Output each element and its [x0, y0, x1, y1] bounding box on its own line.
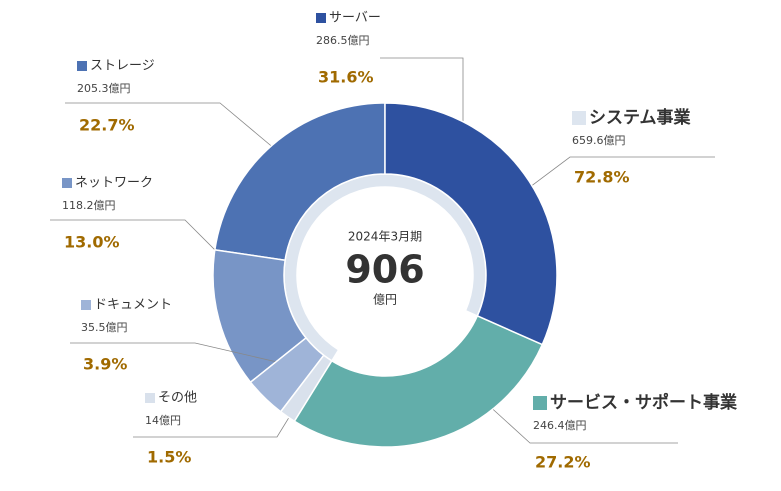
- segment-percent: 13.0%: [64, 233, 120, 252]
- leader-line: [70, 342, 291, 366]
- donut-segment: [384, 102, 558, 346]
- segment-percent: 27.2%: [535, 453, 591, 472]
- group-percent: 72.8%: [574, 168, 630, 187]
- segment-name: ドキュメント: [94, 298, 172, 313]
- group-name: システム事業: [589, 107, 691, 128]
- segment-value: 246.4億円: [533, 419, 587, 432]
- segment-name: サーバー: [329, 11, 381, 26]
- legend-swatch: [533, 396, 547, 410]
- legend-swatch: [572, 111, 586, 125]
- center-value: 906: [345, 248, 424, 292]
- donut-segment: [212, 248, 308, 384]
- donut-segment: [249, 336, 325, 413]
- segment-value: 118.2億円: [62, 199, 116, 212]
- donut-segment: [279, 354, 333, 423]
- center-label: 2024年3月期: [348, 230, 422, 244]
- segment-percent: 1.5%: [147, 448, 191, 467]
- segment-name: その他: [158, 391, 197, 406]
- legend-swatch: [77, 61, 87, 71]
- legend-swatch: [145, 393, 155, 403]
- donut-segment: [213, 102, 386, 262]
- segment-value: 205.3億円: [77, 82, 131, 95]
- segment-name: サービス・サポート事業: [550, 392, 737, 413]
- segment-value: 286.5億円: [316, 34, 370, 47]
- segment-percent: 3.9%: [83, 355, 127, 374]
- segment-name: ネットワーク: [75, 176, 153, 191]
- legend-swatch: [316, 13, 326, 23]
- center-unit: 億円: [373, 293, 397, 307]
- segment-value: 35.5億円: [81, 321, 128, 334]
- legend-swatch: [81, 300, 91, 310]
- group-value: 659.6億円: [572, 134, 626, 147]
- segment-value: 14億円: [145, 414, 181, 427]
- segment-percent: 22.7%: [79, 116, 135, 135]
- segment-percent: 31.6%: [318, 68, 374, 87]
- donut-segment: [293, 314, 544, 448]
- legend-swatch: [62, 178, 72, 188]
- segment-name: ストレージ: [90, 59, 155, 74]
